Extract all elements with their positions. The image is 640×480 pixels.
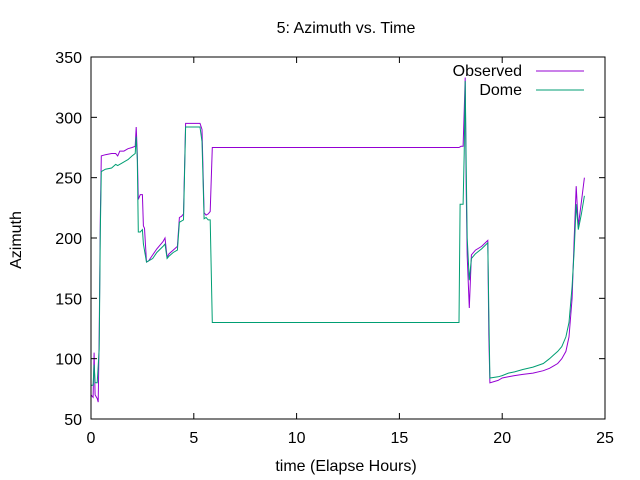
ticks-layer: 0 5 10 15 20 25 50 100 150 200 250 300 350 [55, 50, 614, 447]
y-tick-label: 350 [55, 50, 82, 67]
y-tick-label: 50 [64, 412, 82, 429]
legend-label-observed: Observed [453, 63, 522, 80]
legend-label-dome: Dome [479, 82, 522, 99]
y-tick-label: 250 [55, 171, 82, 188]
plot-frame [90, 56, 606, 420]
x-tick-label: 0 [87, 430, 96, 447]
legend: Observed Dome [453, 63, 584, 99]
series-layer [90, 77, 585, 403]
series-line-dome [91, 81, 585, 386]
y-tick-label: 300 [55, 110, 82, 127]
y-tick-label: 100 [55, 352, 82, 369]
y-tick-label: 150 [55, 291, 82, 308]
x-axis-title: time (Elapse Hours) [275, 458, 416, 475]
y-tick-label: 200 [55, 231, 82, 248]
x-tick-label: 25 [596, 430, 614, 447]
x-tick-label: 5 [189, 430, 198, 447]
series-line-observed [90, 77, 585, 403]
x-tick-label: 10 [288, 430, 306, 447]
chart-title: 5: Azimuth vs. Time [277, 20, 416, 37]
y-axis-title: Azimuth [8, 211, 25, 269]
x-tick-label: 15 [391, 430, 409, 447]
x-tick-label: 20 [493, 430, 511, 447]
